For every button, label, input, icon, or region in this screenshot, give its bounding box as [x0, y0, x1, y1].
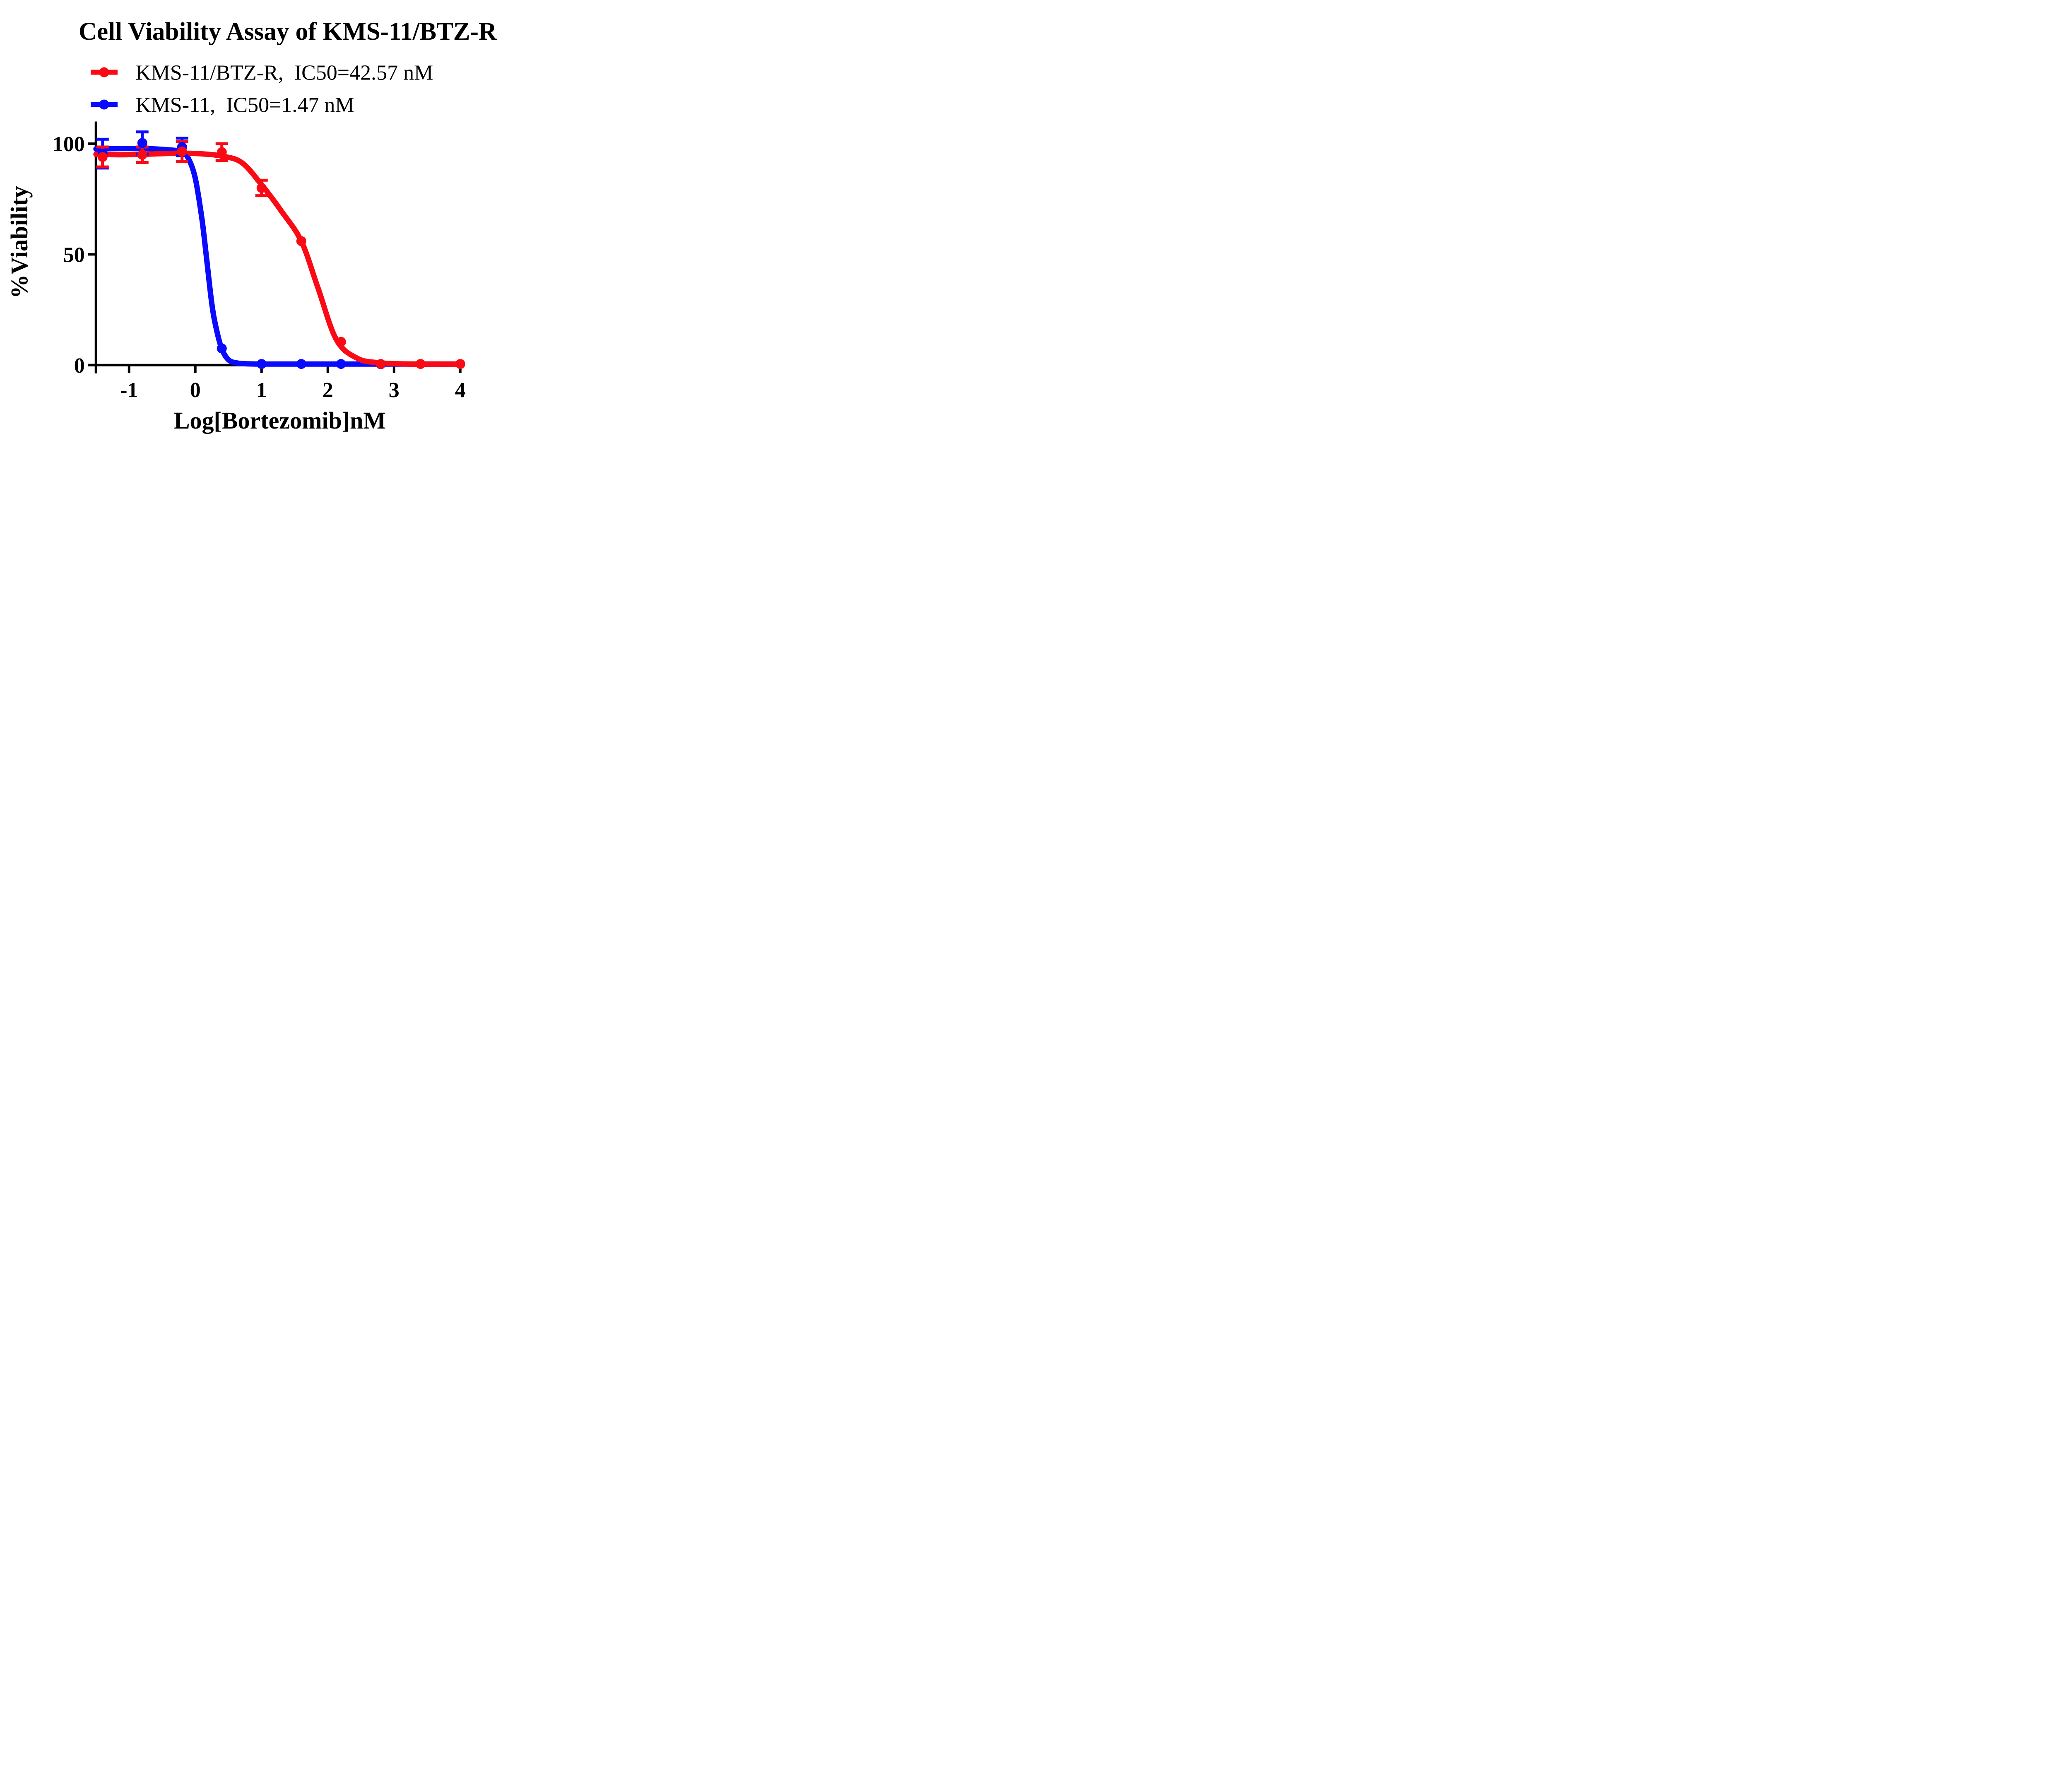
- data-point-kms-11/btz-r: [455, 359, 465, 369]
- data-point-kms-11: [256, 359, 267, 369]
- y-tick-label: 100: [53, 132, 85, 156]
- viability-chart: Cell Viability Assay of KMS-11/BTZ-R KMS…: [6, 18, 497, 434]
- data-point-kms-11: [137, 138, 147, 148]
- legend-marker-blue-circle-icon: [99, 99, 109, 110]
- x-tick-label: 0: [190, 378, 201, 402]
- fit-curve-kms-11/btz-r: [93, 150, 463, 367]
- x-tick-label: 1: [256, 378, 267, 402]
- y-tick-label: 0: [74, 354, 85, 378]
- y-tick-label: 50: [63, 243, 85, 267]
- x-tick-label: -1: [120, 378, 138, 402]
- x-tick-label: 2: [323, 378, 333, 402]
- x-tick-label: 4: [455, 378, 466, 402]
- data-point-kms-11/btz-r: [256, 183, 267, 193]
- legend-label-kms11: KMS-11, IC50=1.47 nM: [135, 94, 354, 117]
- legend-marker-red-circle-icon: [99, 67, 109, 77]
- data-point-kms-11/btz-r: [137, 149, 147, 160]
- legend-item-btzr: KMS-11/BTZ-R, IC50=42.57 nM: [91, 61, 433, 85]
- y-axis-label: %Viability: [6, 186, 33, 299]
- data-point-kms-11: [217, 343, 227, 354]
- figure: Cell Viability Assay of KMS-11/BTZ-R KMS…: [0, 0, 519, 448]
- data-point-kms-11/btz-r: [97, 152, 108, 162]
- data-point-kms-11/btz-r: [336, 337, 346, 347]
- data-point-kms-11/btz-r: [177, 146, 187, 157]
- legend-item-kms11: KMS-11, IC50=1.47 nM: [91, 94, 354, 117]
- data-point-kms-11: [296, 359, 306, 369]
- x-tick-label: 3: [389, 378, 400, 402]
- data-point-kms-11/btz-r: [415, 359, 426, 369]
- fit-curve-kms-11: [93, 146, 458, 367]
- legend: KMS-11/BTZ-R, IC50=42.57 nM KMS-11, IC50…: [91, 61, 433, 117]
- chart-title: Cell Viability Assay of KMS-11/BTZ-R: [79, 18, 497, 46]
- x-axis-label: Log[Bortezomib]nM: [174, 407, 386, 434]
- data-point-kms-11/btz-r: [217, 147, 227, 157]
- legend-label-btzr: KMS-11/BTZ-R, IC50=42.57 nM: [135, 61, 433, 85]
- data-point-kms-11: [336, 359, 346, 369]
- data-point-kms-11/btz-r: [296, 236, 306, 246]
- data-point-kms-11/btz-r: [375, 359, 386, 369]
